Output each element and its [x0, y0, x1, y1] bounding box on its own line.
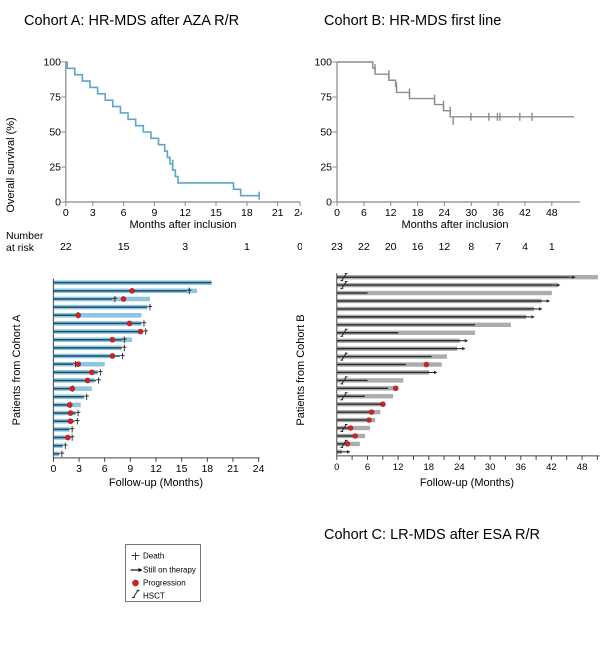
svg-text:HSCT: HSCT — [143, 592, 165, 601]
svg-text:Months after inclusion: Months after inclusion — [402, 219, 509, 230]
svg-text:16: 16 — [412, 241, 424, 253]
svg-text:Death: Death — [143, 552, 164, 561]
svg-text:6: 6 — [121, 207, 127, 219]
svg-text:25: 25 — [320, 162, 332, 174]
svg-text:12: 12 — [393, 462, 404, 473]
svg-text:48: 48 — [546, 207, 558, 219]
svg-text:36: 36 — [516, 462, 527, 473]
svg-text:18: 18 — [412, 207, 424, 219]
svg-text:12: 12 — [179, 207, 191, 219]
svg-text:42: 42 — [519, 207, 531, 219]
svg-text:Still on therapy: Still on therapy — [143, 566, 196, 575]
svg-text:0: 0 — [334, 207, 340, 219]
svg-text:8: 8 — [468, 241, 474, 253]
svg-text:9: 9 — [151, 207, 157, 219]
svg-text:23: 23 — [331, 241, 343, 253]
svg-text:20: 20 — [385, 241, 397, 253]
svg-text:0: 0 — [63, 207, 69, 219]
svg-text:18: 18 — [424, 462, 435, 473]
svg-text:25: 25 — [49, 162, 61, 174]
svg-text:0: 0 — [55, 197, 61, 209]
svg-text:100: 100 — [314, 57, 332, 69]
svg-text:42: 42 — [546, 462, 557, 473]
svg-text:6: 6 — [365, 462, 370, 473]
svg-text:Months after inclusion: Months after inclusion — [130, 219, 237, 230]
svg-text:Progression: Progression — [143, 579, 186, 588]
svg-text:Follow-up (Months): Follow-up (Months) — [420, 477, 514, 489]
svg-text:30: 30 — [465, 207, 477, 219]
svg-text:15: 15 — [118, 241, 130, 253]
svg-text:12: 12 — [385, 207, 397, 219]
svg-text:50: 50 — [320, 127, 332, 139]
svg-text:24: 24 — [439, 207, 451, 219]
svg-text:75: 75 — [49, 92, 61, 104]
svg-text:22: 22 — [60, 241, 72, 253]
svg-text:18: 18 — [241, 207, 253, 219]
svg-text:24: 24 — [454, 462, 465, 473]
svg-text:4: 4 — [522, 241, 528, 253]
svg-text:75: 75 — [320, 92, 332, 104]
svg-text:36: 36 — [492, 207, 504, 219]
svg-text:50: 50 — [49, 127, 61, 139]
svg-text:7: 7 — [495, 241, 501, 253]
svg-text:100: 100 — [43, 57, 61, 69]
svg-text:6: 6 — [361, 207, 367, 219]
svg-text:48: 48 — [577, 462, 588, 473]
svg-text:22: 22 — [358, 241, 370, 253]
svg-text:3: 3 — [182, 241, 188, 253]
svg-text:12: 12 — [439, 241, 451, 253]
svg-text:21: 21 — [272, 207, 284, 219]
svg-text:Patients from Cohort B: Patients from Cohort B — [295, 314, 307, 425]
svg-text:15: 15 — [210, 207, 222, 219]
svg-text:1: 1 — [549, 241, 555, 253]
svg-text:0: 0 — [326, 197, 332, 209]
svg-text:0: 0 — [334, 462, 339, 473]
svg-text:1: 1 — [244, 241, 250, 253]
svg-text:3: 3 — [90, 207, 96, 219]
svg-text:30: 30 — [485, 462, 496, 473]
svg-text:Overall survival (%): Overall survival (%) — [5, 117, 17, 212]
